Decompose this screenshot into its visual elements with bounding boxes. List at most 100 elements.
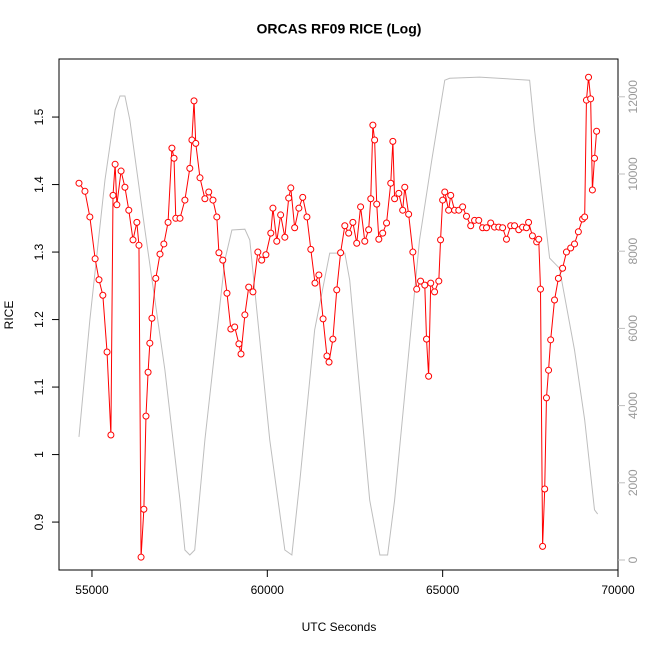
data-point [536,285,544,293]
data-point [581,213,589,221]
data-point [441,188,449,196]
y-tick-label: 1.2 [32,311,46,328]
data-point [435,277,443,285]
data-point [75,179,83,187]
data-point [133,218,141,226]
data-point [427,279,435,287]
y-tick-label: 0.9 [32,513,46,530]
y2-tick-label: 8000 [626,238,640,265]
data-point [391,195,399,203]
data-point [467,222,475,230]
data-point [323,352,331,360]
data-point [542,394,550,402]
data-point [511,222,519,230]
data-point [329,335,337,343]
data-point [291,224,299,232]
data-point [502,235,510,243]
data-point [113,201,121,209]
x-axis-label: UTC Seconds [302,620,377,634]
data-point [267,229,275,237]
data-point [541,485,549,493]
series-line [78,77,598,558]
data-point [219,256,227,264]
data-point [213,213,221,221]
data-point [319,315,327,323]
data-point [245,283,253,291]
data-point [231,323,239,331]
data-point [121,183,129,191]
data-point [545,366,553,374]
y-axis-label: RICE [2,301,16,330]
x-tick-label: 65000 [426,583,460,597]
plot-frame [58,58,619,571]
data-point [258,256,266,264]
data-point [91,255,99,263]
data-point [205,188,213,196]
y-tick-label: 1.1 [32,378,46,395]
data-point [107,431,115,439]
data-point [341,222,349,230]
y2-tick-label: 12000 [626,80,640,114]
data-point [525,218,533,226]
data-point [551,296,559,304]
data-point [535,235,543,243]
data-point [333,286,341,294]
y-tick-label: 1.3 [32,243,46,260]
data-point [95,276,103,284]
data-point [311,279,319,287]
data-point [387,179,395,187]
data-point [588,186,596,194]
data-point [215,249,223,257]
data-point [475,216,483,224]
data-point [152,274,160,282]
data-point [562,248,570,256]
data-point [142,412,150,420]
data-point [349,218,357,226]
x-tick-label: 60000 [251,583,285,597]
data-point [269,204,277,212]
y2-tick-label: 4000 [626,392,640,419]
data-point [192,139,200,147]
data-point [146,339,154,347]
data-point [353,239,361,247]
data-point [409,248,417,256]
data-point [337,249,345,257]
data-point [345,229,353,237]
data-point [423,335,431,343]
data-point [559,264,567,272]
data-point [295,204,303,212]
data-point [303,213,311,221]
data-point [369,121,377,129]
data-point [168,144,176,152]
data-point [482,224,490,232]
data-point [287,184,295,192]
data-point [325,358,333,366]
data-point [431,288,439,296]
data-point [262,251,270,259]
data-point [383,219,391,227]
data-point [201,195,209,203]
data-point [307,245,315,253]
data-point [413,285,421,293]
data-point [176,214,184,222]
data-point [164,218,172,226]
data-point [277,211,285,219]
data-point [439,196,447,204]
data-point [125,206,133,214]
data-point [254,248,262,256]
data-point [241,311,249,319]
data-point [237,350,245,358]
data-point [395,189,403,197]
data-point [160,240,168,248]
x-tick-label: 55000 [75,583,109,597]
data-point [445,206,453,214]
x-tick-label: 70000 [601,583,635,597]
data-point [459,203,467,211]
data-point [196,174,204,182]
data-point [117,167,125,175]
data-point [315,271,323,279]
data-point [571,240,579,248]
data-point [367,195,375,203]
data-point [223,289,231,297]
data-point [591,154,599,162]
